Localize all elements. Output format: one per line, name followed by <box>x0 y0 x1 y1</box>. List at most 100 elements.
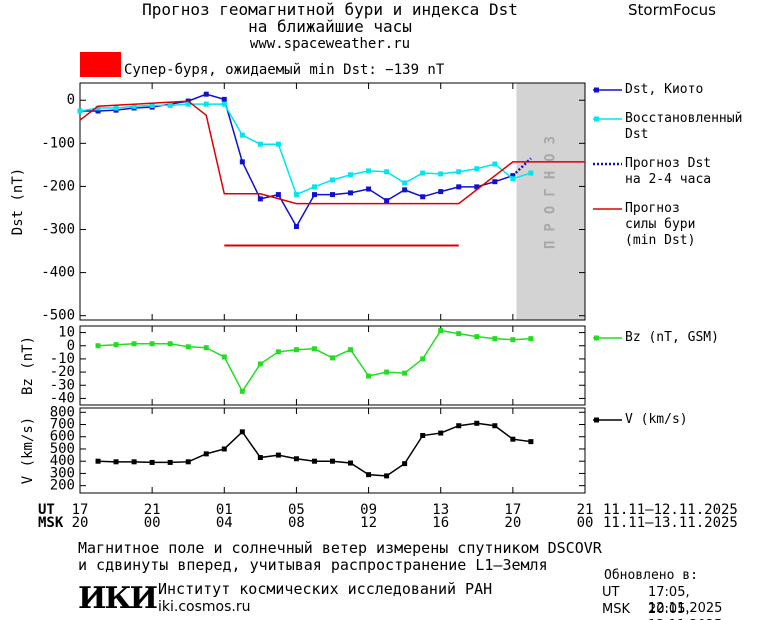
data-point <box>348 172 354 178</box>
y-axis-label: V (km/s) <box>20 417 36 484</box>
alert-label: Супер-буря, ожидаемый min Dst: −139 nT <box>124 62 445 78</box>
data-point <box>239 159 245 165</box>
data-point <box>113 342 119 348</box>
x-tick-label: 17 <box>504 502 521 518</box>
data-point <box>438 171 444 177</box>
data-point <box>167 102 173 108</box>
legend-marker <box>594 116 599 122</box>
x-tick-label-msk: 20 <box>72 515 89 531</box>
x-row-dates: 11.11–12.11.2025 <box>603 502 738 518</box>
data-point <box>366 373 372 379</box>
data-point <box>456 184 462 190</box>
data-point <box>420 170 426 176</box>
data-point <box>95 105 101 111</box>
data-point <box>221 354 227 360</box>
data-point <box>167 459 173 465</box>
data-point <box>366 168 372 174</box>
data-point <box>384 169 390 175</box>
data-point <box>402 180 408 186</box>
data-point <box>239 429 245 435</box>
plot-frame <box>79 407 586 494</box>
x-tick-label-msk: 16 <box>432 515 449 531</box>
data-point <box>221 101 227 107</box>
x-tick-label: 05 <box>288 502 305 518</box>
data-point <box>456 423 462 429</box>
data-point <box>330 355 335 361</box>
y-tick-label: 0 <box>67 92 75 108</box>
data-point <box>384 198 390 204</box>
plot-frame <box>79 82 586 321</box>
series-line <box>80 93 514 229</box>
data-point <box>474 184 480 190</box>
data-point <box>149 341 155 347</box>
series-line <box>79 103 532 196</box>
y-tick-label: -500 <box>41 308 75 324</box>
data-point <box>131 459 137 465</box>
data-point <box>185 101 191 107</box>
y-axis-label: Dst (nT) <box>10 168 26 235</box>
x-tick-label: 13 <box>432 502 449 518</box>
data-point <box>257 455 263 461</box>
x-row-dates: 11.11–13.11.2025 <box>603 515 738 531</box>
y-tick-label: 10 <box>58 325 75 341</box>
data-point <box>474 334 480 340</box>
legend-label: Dst, Киото <box>625 82 704 97</box>
data-point <box>185 459 191 465</box>
data-point <box>239 132 245 138</box>
data-point <box>366 186 372 192</box>
data-point <box>257 141 263 147</box>
forecast-label: ПРОГНОЗ <box>543 127 559 249</box>
legend-marker <box>594 335 599 341</box>
data-point <box>348 347 354 353</box>
legend-marker <box>594 417 599 423</box>
y-axis-label: Bz (nT) <box>20 336 36 395</box>
title: Прогноз геомагнитной бури и индекса Dst <box>142 0 518 19</box>
data-point <box>257 196 263 202</box>
data-point <box>293 223 299 229</box>
data-point <box>456 169 462 175</box>
data-point <box>528 336 534 342</box>
y-tick-label: -30 <box>50 377 75 393</box>
data-point <box>185 344 191 350</box>
y-tick-label: -300 <box>41 222 75 238</box>
x-tick-label-msk: 08 <box>288 515 305 531</box>
data-point <box>221 96 227 102</box>
y-tick-label: 800 <box>50 404 75 420</box>
data-point <box>293 456 299 462</box>
legend-label: Прогноз силы бури (min Dst) <box>625 201 696 248</box>
y-tick-label: 0 <box>67 338 75 354</box>
y-tick-label: 600 <box>50 429 75 445</box>
data-point <box>95 458 101 464</box>
x-tick-label-msk: 20 <box>504 515 521 531</box>
data-point <box>330 192 335 198</box>
data-point <box>95 108 101 114</box>
x-tick-label: 17 <box>72 502 89 518</box>
updated-ut-label: UT <box>602 585 620 600</box>
data-point <box>366 472 372 478</box>
updated-ut: 17:05, 12.11.2025 <box>648 585 723 616</box>
data-point <box>438 430 444 436</box>
forecast-region <box>516 83 585 320</box>
data-point <box>275 141 281 147</box>
x-row-name: UT <box>38 502 55 518</box>
data-point <box>239 388 245 394</box>
data-point <box>275 452 281 458</box>
data-point <box>221 446 227 452</box>
data-point <box>510 176 516 182</box>
data-point <box>293 192 299 198</box>
data-point <box>492 423 498 429</box>
x-tick-label-msk: 04 <box>216 515 233 531</box>
data-point <box>203 101 209 107</box>
data-point <box>149 459 155 465</box>
updated-label: Обновлено в: <box>604 568 698 583</box>
data-point <box>384 473 390 479</box>
data-point <box>492 179 498 185</box>
data-point <box>384 369 390 375</box>
data-point <box>402 187 408 193</box>
data-point <box>420 356 426 362</box>
x-tick-label-msk: 00 <box>144 515 161 531</box>
data-point <box>149 102 155 108</box>
y-tick-label: -10 <box>50 351 75 367</box>
x-tick-label-msk: 12 <box>360 515 377 531</box>
